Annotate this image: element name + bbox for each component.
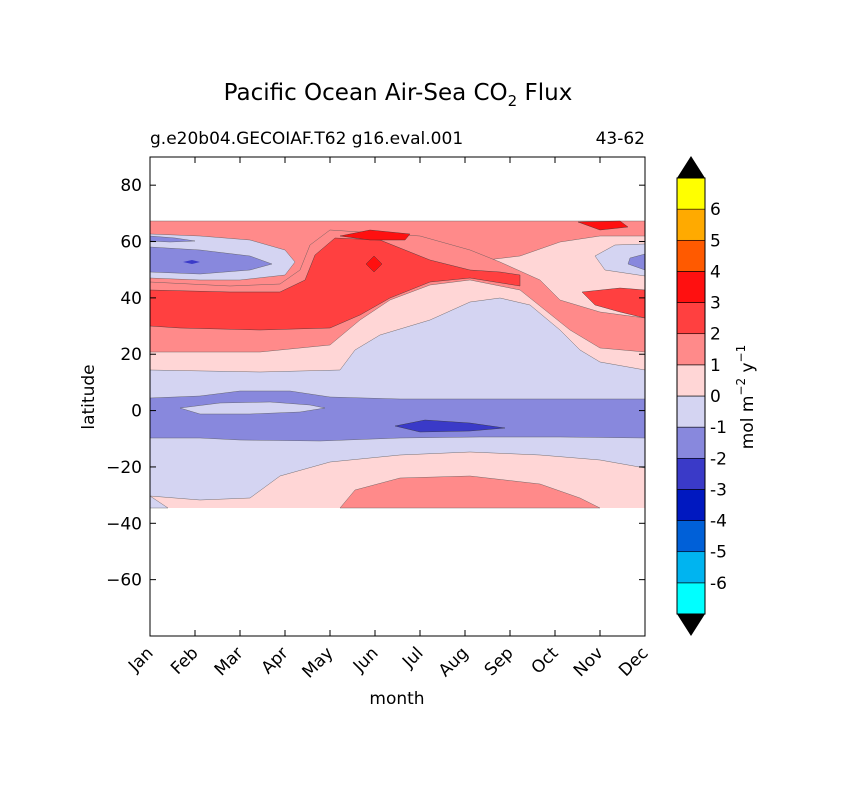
x-tick-label: May — [299, 643, 338, 682]
colorbar-tick-label: 4 — [710, 262, 721, 282]
x-tick-label: Nov — [570, 643, 608, 681]
contour-fill-neg0-southwest — [150, 495, 169, 509]
colorbar-swatch — [676, 239, 706, 272]
x-tick-label: Jun — [349, 643, 383, 677]
colorbar-tick-label: -1 — [710, 418, 727, 438]
colorbar-swatch — [676, 333, 706, 366]
contour-fill-neg1-west-top — [150, 235, 196, 243]
colorbar-tick-label: 0 — [710, 387, 721, 407]
plot-area — [150, 157, 645, 636]
contour-fill-pos3-b — [365, 255, 383, 273]
x-tick-label: Mar — [211, 643, 248, 680]
contour-fill-neg1-west — [150, 246, 273, 275]
colorbar-tick-label: -6 — [710, 574, 727, 594]
x-axis-label: month — [369, 689, 424, 709]
colorbar-tick-label: 6 — [710, 200, 721, 220]
colorbar: -6 -5 -4 -3 -2 -1 0 1 2 3 4 5 6 — [676, 156, 727, 636]
y-tick-label: −20 — [106, 458, 142, 478]
contour-fill-pos2 — [150, 237, 521, 331]
plot-frame — [149, 156, 646, 637]
contour-fill-neg2-west — [183, 260, 200, 264]
contour-fill-neg0-east — [594, 243, 645, 277]
y-tick-label: 20 — [120, 345, 142, 365]
colorbar-swatch — [676, 426, 706, 459]
y-tick-label: −40 — [106, 514, 142, 534]
colorbar-extend-min — [677, 614, 705, 636]
colorbar-tick-label: 1 — [710, 356, 721, 376]
contour-fill-neg0-equator — [179, 401, 326, 415]
colorbar-tick-label: -5 — [710, 543, 727, 563]
x-tick-label: Sep — [481, 643, 518, 680]
x-tick-label: Aug — [435, 643, 473, 681]
colorbar-swatch — [676, 582, 706, 615]
contour-fill-neg1-east — [627, 253, 645, 271]
y-axis-label: latitude — [79, 364, 99, 429]
colorbar-swatch — [676, 364, 706, 397]
colorbar-label: mol m−2 y−1 — [734, 345, 758, 450]
colorbar-extend-max — [677, 156, 705, 178]
x-tick-label: Oct — [528, 643, 563, 678]
colorbar-swatch — [676, 177, 706, 210]
colorbar-tick-label: -4 — [710, 512, 727, 532]
colorbar-frame — [676, 177, 706, 615]
colorbar-swatch — [676, 551, 706, 584]
colorbar-swatch — [676, 457, 706, 490]
x-tick-label: Apr — [258, 643, 293, 678]
contour-fill-pos2-east — [581, 287, 645, 319]
run-name: g.e20b04.GECOIAF.T62 g16.eval.001 — [150, 129, 463, 149]
x-tick-label: Jan — [124, 643, 157, 676]
colorbar-tick-label: 5 — [710, 231, 721, 251]
colorbar-tick-label: -3 — [710, 480, 727, 500]
contour-fill-pos1-south — [339, 475, 601, 509]
y-tick-label: 40 — [120, 289, 142, 309]
contour-fill-pos3-a — [339, 229, 411, 241]
x-tick-label: Dec — [615, 643, 652, 680]
colorbar-swatch — [676, 302, 706, 335]
colorbar-tick-label: -2 — [710, 449, 727, 469]
y-tick-label: 0 — [131, 402, 142, 422]
y-tick-label: 80 — [120, 176, 142, 196]
colorbar-swatch — [676, 520, 706, 553]
colorbar-swatch — [676, 489, 706, 521]
colorbar-tick-label: 2 — [710, 325, 721, 345]
y-axis: 80 60 40 20 0 −20 −40 −60 — [106, 176, 645, 591]
colorbar-swatch — [676, 208, 706, 241]
chart-title: Pacific Ocean Air-Sea CO2 Flux — [224, 80, 573, 110]
y-tick-label: −60 — [106, 571, 142, 591]
colorbar-swatch — [676, 395, 706, 428]
y-tick-label: 60 — [120, 233, 142, 253]
contour-fill-neg2-equator — [394, 419, 506, 433]
colorbar-tick-label: 3 — [710, 294, 721, 314]
year-range: 43-62 — [596, 129, 645, 149]
colorbar-swatch — [676, 271, 706, 303]
x-tick-label: Jul — [398, 643, 427, 672]
contour-fill-pos3-c — [577, 220, 629, 231]
x-tick-label: Feb — [167, 643, 202, 678]
